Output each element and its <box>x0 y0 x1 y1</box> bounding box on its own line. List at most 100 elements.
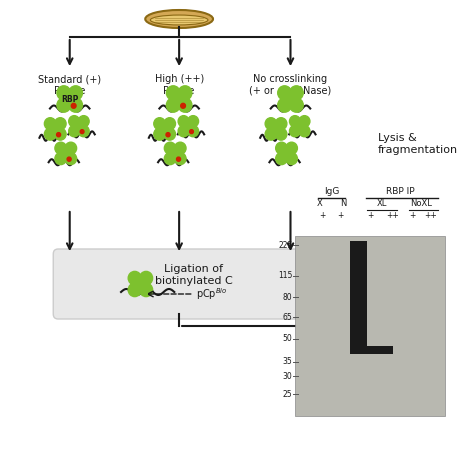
Text: 115: 115 <box>278 271 292 280</box>
Circle shape <box>136 279 146 289</box>
Bar <box>295 236 446 416</box>
Circle shape <box>128 272 141 285</box>
Circle shape <box>276 142 287 154</box>
Circle shape <box>55 128 66 140</box>
Circle shape <box>55 118 66 130</box>
Circle shape <box>178 86 192 100</box>
Circle shape <box>178 126 189 137</box>
Circle shape <box>286 153 297 164</box>
Text: +: + <box>409 211 416 220</box>
Text: pCp$^{Bio}$: pCp$^{Bio}$ <box>196 286 228 302</box>
Circle shape <box>188 116 199 127</box>
Circle shape <box>188 126 199 137</box>
Bar <box>350 346 393 354</box>
Circle shape <box>166 98 180 112</box>
Text: +: + <box>367 211 374 220</box>
Circle shape <box>69 126 80 137</box>
Text: 50: 50 <box>283 334 292 343</box>
Circle shape <box>275 128 287 140</box>
Circle shape <box>56 133 61 137</box>
Circle shape <box>290 116 301 127</box>
Circle shape <box>178 116 189 127</box>
Circle shape <box>278 86 292 100</box>
Circle shape <box>285 93 296 104</box>
Text: 80: 80 <box>283 293 292 301</box>
Circle shape <box>174 142 186 154</box>
Circle shape <box>57 86 71 100</box>
Circle shape <box>290 86 303 100</box>
Circle shape <box>176 157 181 161</box>
Circle shape <box>276 153 287 164</box>
Ellipse shape <box>145 10 213 28</box>
Circle shape <box>78 116 89 127</box>
Circle shape <box>80 130 84 134</box>
Circle shape <box>164 153 176 164</box>
Text: Lysis &
fragmentation: Lysis & fragmentation <box>378 133 458 155</box>
Circle shape <box>154 118 165 130</box>
Circle shape <box>290 126 301 137</box>
Text: RBP IP: RBP IP <box>386 187 415 196</box>
FancyBboxPatch shape <box>53 249 310 319</box>
Ellipse shape <box>150 15 208 25</box>
Circle shape <box>190 130 193 134</box>
Circle shape <box>57 98 71 112</box>
Circle shape <box>171 149 180 158</box>
Circle shape <box>278 98 292 112</box>
Circle shape <box>78 126 89 137</box>
Text: X: X <box>317 199 323 208</box>
Text: RBP: RBP <box>61 94 78 103</box>
Text: IgG: IgG <box>324 187 339 196</box>
Circle shape <box>61 149 70 158</box>
Text: ++: ++ <box>386 211 399 220</box>
Bar <box>350 241 367 347</box>
Circle shape <box>178 98 192 112</box>
Text: N: N <box>340 199 346 208</box>
Circle shape <box>51 124 60 134</box>
Text: ++: ++ <box>424 211 437 220</box>
Circle shape <box>164 118 175 130</box>
Circle shape <box>69 98 82 112</box>
Text: High (++)
RNase: High (++) RNase <box>155 74 204 96</box>
Circle shape <box>295 122 304 130</box>
Circle shape <box>71 103 76 108</box>
Text: Ligation of
biotinylated C: Ligation of biotinylated C <box>155 264 233 286</box>
Text: 25: 25 <box>283 390 292 399</box>
Text: 65: 65 <box>283 312 292 321</box>
Text: +: + <box>337 211 344 220</box>
Circle shape <box>166 86 180 100</box>
Circle shape <box>69 116 80 127</box>
Circle shape <box>128 283 141 297</box>
Circle shape <box>55 153 66 164</box>
Circle shape <box>290 98 303 112</box>
Circle shape <box>265 118 277 130</box>
Text: 35: 35 <box>283 357 292 366</box>
Text: XL: XL <box>376 199 387 208</box>
Circle shape <box>174 153 186 164</box>
Text: 225: 225 <box>278 240 292 249</box>
Circle shape <box>65 142 77 154</box>
Circle shape <box>282 149 291 158</box>
Circle shape <box>139 283 153 297</box>
Circle shape <box>299 126 310 137</box>
Text: 30: 30 <box>283 372 292 381</box>
Circle shape <box>55 142 66 154</box>
Circle shape <box>275 118 287 130</box>
Text: Standard (+)
RNase: Standard (+) RNase <box>38 74 101 96</box>
Circle shape <box>45 118 56 130</box>
Circle shape <box>272 124 281 134</box>
Circle shape <box>286 142 297 154</box>
Circle shape <box>65 153 77 164</box>
Circle shape <box>75 122 83 130</box>
Text: No crosslinking
(+ or ++ RNase): No crosslinking (+ or ++ RNase) <box>249 74 332 96</box>
Circle shape <box>160 124 169 134</box>
Circle shape <box>154 128 165 140</box>
Circle shape <box>166 133 170 137</box>
Circle shape <box>164 128 175 140</box>
Circle shape <box>299 116 310 127</box>
Circle shape <box>174 93 184 104</box>
Text: NoXL: NoXL <box>410 199 432 208</box>
Circle shape <box>69 86 82 100</box>
Circle shape <box>64 93 75 104</box>
Text: +: + <box>319 211 326 220</box>
Circle shape <box>181 103 185 108</box>
